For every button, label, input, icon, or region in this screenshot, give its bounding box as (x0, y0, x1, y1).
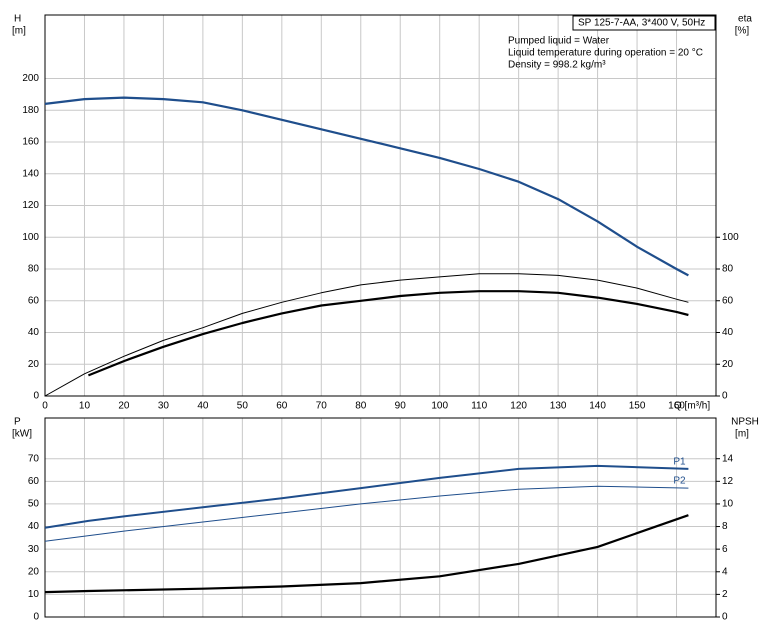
note: Density = 998.2 kg/m³ (508, 60, 606, 71)
y2-tick-label: 100 (722, 232, 739, 243)
y2-tick-label: 8 (722, 521, 728, 532)
x-tick-label: 80 (355, 401, 367, 412)
y2-tick-label: 60 (722, 295, 734, 306)
y2-axis-unit: [%] (735, 26, 750, 37)
x-tick-label: 90 (395, 401, 407, 412)
y-tick-label: 100 (22, 232, 39, 243)
y2-tick-label: 20 (722, 359, 734, 370)
note: Pumped liquid = Water (508, 36, 610, 47)
y2-tick-label: 6 (722, 544, 728, 555)
curve (44, 464, 689, 529)
y-tick-label: 40 (28, 327, 40, 338)
y-axis-unit: [m] (12, 26, 26, 37)
y2-tick-label: 12 (722, 476, 734, 487)
x-tick-label: 40 (197, 401, 209, 412)
y2-axis-label: NPSH (731, 417, 759, 428)
y-tick-label: 120 (22, 200, 39, 211)
curve (44, 273, 689, 397)
y-axis-unit: [kW] (12, 429, 32, 440)
y2-tick-label: 14 (722, 453, 734, 464)
y-axis-label: P (14, 417, 21, 428)
x-tick-label: 100 (431, 401, 448, 412)
y-axis-label: H (14, 14, 21, 25)
x-tick-label: 70 (316, 401, 328, 412)
plot-frame (44, 14, 717, 397)
y2-tick-label: 2 (722, 589, 728, 600)
y-tick-label: 200 (22, 73, 39, 84)
x-tick-label: 60 (276, 401, 288, 412)
x-tick-label: 0 (42, 401, 48, 412)
x-tick-label: 160 (668, 401, 685, 412)
x-tick-label: 150 (629, 401, 646, 412)
x-tick-label: 140 (589, 401, 606, 412)
x-tick-label: 30 (158, 401, 170, 412)
x-tick-label: 10 (79, 401, 91, 412)
curve (87, 290, 689, 377)
curve (44, 96, 689, 277)
y-tick-label: 70 (28, 453, 40, 464)
plot-area (45, 418, 716, 617)
y-tick-label: 50 (28, 499, 40, 510)
y-tick-label: 0 (33, 391, 39, 402)
x-axis-label: Q [m³/h] (674, 401, 710, 412)
y-tick-label: 20 (28, 359, 40, 370)
y2-axis-label: eta (738, 14, 752, 25)
y-tick-label: 80 (28, 264, 40, 275)
series-label: P1 (673, 457, 686, 468)
y2-tick-label: 0 (722, 391, 728, 402)
series-label: P2 (673, 476, 686, 487)
y-tick-label: 180 (22, 105, 39, 116)
y-tick-label: 10 (28, 589, 40, 600)
x-tick-label: 20 (118, 401, 130, 412)
x-tick-label: 130 (550, 401, 567, 412)
y2-axis-unit: [m] (735, 429, 749, 440)
x-tick-label: 110 (471, 401, 487, 412)
x-tick-label: 120 (510, 401, 527, 412)
y-tick-label: 60 (28, 476, 40, 487)
y-tick-label: 60 (28, 295, 40, 306)
curve (44, 514, 689, 594)
x-tick-label: 50 (237, 401, 249, 412)
y-tick-label: 140 (22, 168, 39, 179)
y2-tick-label: 10 (722, 499, 734, 510)
title-box (572, 15, 716, 31)
y-tick-label: 20 (28, 566, 40, 577)
y2-tick-label: 40 (722, 327, 734, 338)
y-tick-label: 0 (33, 612, 39, 623)
y2-tick-label: 0 (722, 612, 728, 623)
plot-frame (44, 417, 717, 618)
y-tick-label: 40 (28, 521, 40, 532)
note: Liquid temperature during operation = 20… (508, 48, 703, 59)
y2-tick-label: 80 (722, 264, 734, 275)
y2-tick-label: 4 (722, 566, 728, 577)
y-tick-label: 30 (28, 544, 40, 555)
curve (44, 485, 689, 542)
y-tick-label: 160 (22, 137, 39, 148)
chart-title: SP 125-7-AA, 3*400 V, 50Hz (578, 18, 705, 29)
